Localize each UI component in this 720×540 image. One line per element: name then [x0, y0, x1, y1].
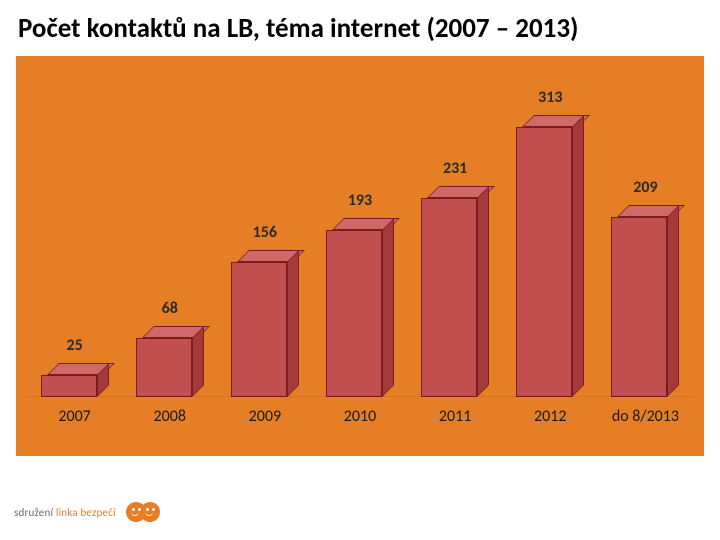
bar-slot: 25 — [27, 65, 122, 397]
bar-slot: 193 — [312, 65, 407, 397]
bars-container: 25 68 156 193 231 313 209 — [27, 65, 693, 397]
value-label: 313 — [538, 88, 562, 107]
logo-text-plain: sdružení — [14, 506, 56, 519]
value-label: 156 — [253, 223, 277, 242]
bar-slot: 68 — [122, 65, 217, 397]
logo-text-accent: linka bezpečí — [56, 506, 116, 519]
bar — [41, 363, 109, 397]
bar — [516, 115, 584, 397]
bar-slot: 156 — [217, 65, 312, 397]
x-tick: 2010 — [312, 407, 407, 437]
page-title: Počet kontaktů na LB, téma internet (200… — [18, 12, 702, 45]
baseline — [27, 396, 693, 397]
logo-text: sdružení linka bezpečí — [14, 506, 116, 519]
bar-chart: 25 68 156 193 231 313 209 20072008200920102011… — [16, 56, 704, 456]
x-tick: do 8/2013 — [598, 407, 693, 437]
value-label: 231 — [443, 159, 467, 178]
x-axis: 200720082009201020112012do 8/2013 — [27, 407, 693, 437]
plot-area: 25 68 156 193 231 313 209 — [27, 65, 693, 397]
bar — [326, 218, 394, 397]
bar — [231, 250, 299, 397]
bar-slot: 231 — [408, 65, 503, 397]
value-label: 193 — [348, 191, 372, 210]
x-tick: 2008 — [122, 407, 217, 437]
bar — [421, 186, 489, 397]
value-label: 209 — [633, 178, 657, 197]
slide: Počet kontaktů na LB, téma internet (200… — [0, 0, 720, 540]
value-label: 68 — [162, 299, 178, 318]
footer-logo: sdružení linka bezpečí — [14, 498, 172, 526]
bar — [136, 326, 204, 397]
value-label: 25 — [66, 336, 82, 355]
bar — [611, 205, 679, 397]
bar-slot: 313 — [503, 65, 598, 397]
bar-slot: 209 — [598, 65, 693, 397]
x-tick: 2012 — [503, 407, 598, 437]
logo-icon — [126, 498, 172, 526]
x-tick: 2009 — [217, 407, 312, 437]
x-tick: 2007 — [27, 407, 122, 437]
x-tick: 2011 — [408, 407, 503, 437]
